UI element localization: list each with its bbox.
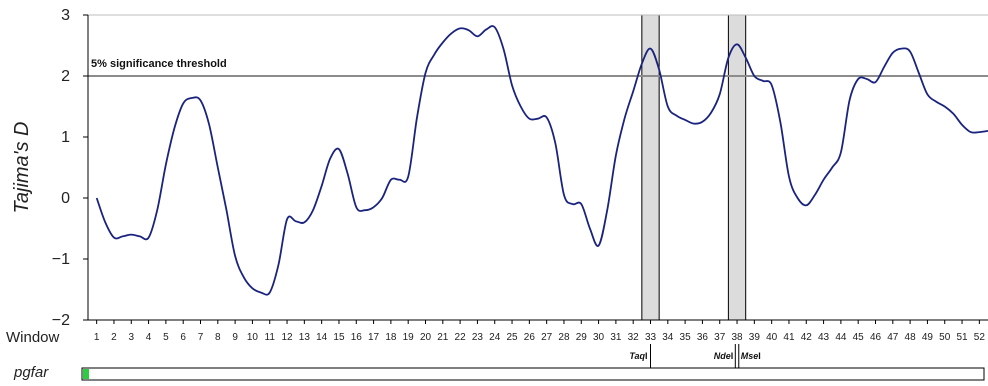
x-tick-label: 20	[420, 332, 432, 343]
x-tick-label: 45	[853, 332, 865, 343]
x-tick-label: 43	[818, 332, 830, 343]
x-tick-label: 23	[472, 332, 484, 343]
x-tick-label: 48	[905, 332, 917, 343]
x-tick-label: 28	[558, 332, 570, 343]
x-tick-label: 42	[801, 332, 813, 343]
x-tick-label: 26	[524, 332, 536, 343]
shaded-regions	[641, 14, 747, 321]
x-tick-label: 6	[180, 332, 186, 343]
x-tick-label: 18	[385, 332, 397, 343]
x-tick-label: 44	[835, 332, 847, 343]
x-tick-label: 15	[333, 332, 345, 343]
x-tick-label: 33	[645, 332, 657, 343]
x-tick-label: 46	[870, 332, 882, 343]
x-tick-label: 52	[974, 332, 986, 343]
x-tick-label: 19	[403, 332, 415, 343]
x-tick-label: 9	[232, 332, 238, 343]
x-tick-label: 38	[731, 332, 743, 343]
x-tick-label: 32	[628, 332, 640, 343]
y-tick-label: 3	[61, 7, 70, 24]
x-tick-label: 34	[662, 332, 674, 343]
x-tick-label: 39	[749, 332, 761, 343]
gene-track-marker	[83, 369, 89, 379]
x-tick-label: 5	[163, 332, 169, 343]
x-tick-label: 1	[94, 332, 100, 343]
x-tick-label: 7	[198, 332, 204, 343]
threshold-label: 5% significance threshold	[91, 58, 227, 70]
x-tick-label: 12	[281, 332, 293, 343]
x-tick-label: 3	[128, 332, 134, 343]
restriction-site-label: TaqI	[629, 351, 647, 361]
x-tick-label: 14	[316, 332, 328, 343]
x-tick-label: 22	[455, 332, 467, 343]
restriction-site-label: MseI	[741, 351, 761, 361]
x-tick-label: 30	[593, 332, 605, 343]
gene-track-label: pgfar	[13, 364, 49, 381]
x-tick-label: 41	[783, 332, 795, 343]
series	[95, 25, 988, 296]
x-tick-label: 4	[146, 332, 152, 343]
x-tick-label: 37	[714, 332, 726, 343]
x-tick-label: 36	[697, 332, 709, 343]
x-axis-title: Window	[6, 329, 60, 346]
x-tick-label: 10	[247, 332, 259, 343]
series-line	[95, 25, 988, 296]
y-ticks: 3 2 1 0 −1 −2	[52, 7, 88, 329]
x-tick-label: 40	[766, 332, 778, 343]
x-tick-label: 31	[610, 332, 622, 343]
x-tick-label: 2	[111, 332, 117, 343]
x-tick-label: 50	[939, 332, 951, 343]
y-tick-label: −1	[52, 251, 70, 268]
shaded-region	[727, 14, 747, 321]
x-tick-label: 11	[265, 332, 276, 343]
x-tick-label: 35	[680, 332, 692, 343]
x-tick-label: 47	[887, 332, 899, 343]
x-tick-label: 29	[576, 332, 588, 343]
x-tick-label: 51	[956, 332, 968, 343]
y-tick-label: 1	[61, 129, 70, 146]
gene-track-bar	[81, 367, 985, 381]
threshold: 5% significance threshold	[88, 58, 988, 77]
x-tick-label: 17	[368, 332, 380, 343]
axes	[87, 15, 988, 321]
restriction-sites: TaqI NdeI MseI	[629, 344, 761, 368]
y-axis-title: Tajima's D	[11, 122, 33, 214]
restriction-site-label: NdeI	[714, 351, 734, 361]
gene-track: pgfar	[13, 364, 985, 381]
x-tick-label: 13	[299, 332, 311, 343]
x-tick-label: 8	[215, 332, 221, 343]
x-ticks: 1 2 3 4 5 6 7 8 9 10 11 12 13 14 15 16 17 18 19 20 21 22 23 24 2…	[94, 320, 985, 343]
x-tick-label: 25	[506, 332, 518, 343]
y-tick-label: −2	[52, 312, 70, 329]
y-tick-label: 2	[61, 68, 70, 85]
x-tick-label: 27	[541, 332, 553, 343]
x-tick-label: 24	[489, 332, 501, 343]
x-tick-label: 49	[922, 332, 934, 343]
x-tick-label: 16	[351, 332, 363, 343]
y-tick-label: 0	[61, 190, 70, 207]
x-tick-label: 21	[437, 332, 449, 343]
